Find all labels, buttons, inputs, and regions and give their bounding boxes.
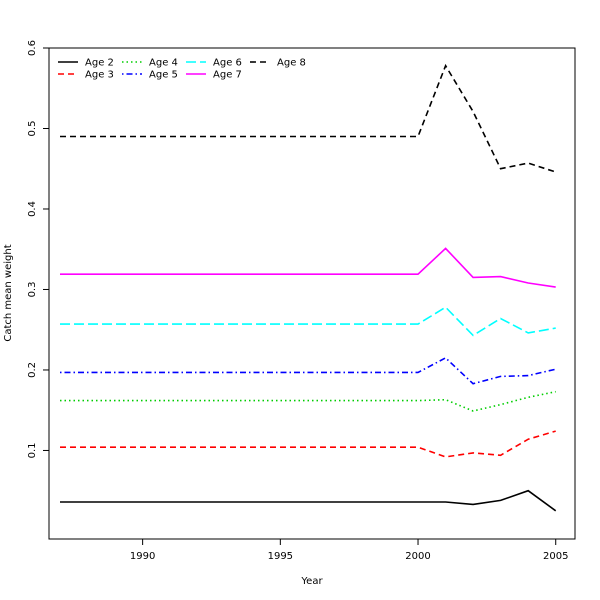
y-axis-label: Catch mean weight — [3, 244, 14, 341]
legend-item-age-3: Age 3 — [58, 70, 114, 81]
legend-item-age-4: Age 4 — [122, 58, 178, 69]
legend-label: Age 6 — [213, 58, 242, 69]
series-line-age-2 — [60, 489, 557, 512]
series-line-age-8 — [60, 63, 556, 173]
series-line-age-5 — [60, 356, 556, 385]
legend-item-age-7: Age 7 — [186, 70, 242, 81]
x-tick-label: 1990 — [130, 551, 155, 562]
series-line-age-7 — [60, 247, 556, 288]
legend-label: Age 3 — [85, 70, 114, 81]
legend-label: Age 8 — [277, 58, 306, 69]
x-tick-label: 2005 — [543, 551, 568, 562]
series-line-age-3 — [60, 430, 556, 458]
x-tick-label: 2000 — [405, 551, 430, 562]
legend-label: Age 4 — [149, 58, 178, 69]
series-line-age-4 — [60, 390, 556, 412]
legend-label: Age 7 — [213, 70, 242, 81]
series-group — [60, 63, 557, 512]
y-tick-label: 0.3 — [27, 282, 38, 298]
legend-item-age-5: Age 5 — [122, 70, 178, 81]
legend-item-age-8: Age 8 — [250, 58, 306, 69]
legend-label: Age 2 — [85, 58, 114, 69]
y-tick-label: 0.4 — [27, 201, 38, 217]
series-line-age-6 — [60, 306, 556, 337]
y-axis: 0.1 0.2 0.3 0.4 0.5 0.6 — [27, 40, 49, 458]
y-tick-label: 0.6 — [27, 40, 38, 56]
x-axis: 1990 1995 2000 2005 — [130, 539, 568, 562]
x-tick-label: 1995 — [268, 551, 293, 562]
y-tick-label: 0.1 — [27, 443, 38, 459]
legend-label: Age 5 — [149, 70, 178, 81]
y-tick-label: 0.2 — [27, 362, 38, 378]
x-axis-label: Year — [300, 576, 323, 587]
plot-area-frame — [48, 47, 576, 540]
y-tick-label: 0.5 — [27, 121, 38, 137]
legend-item-age-6: Age 6 — [186, 58, 242, 69]
legend-item-age-2: Age 2 — [58, 58, 114, 69]
